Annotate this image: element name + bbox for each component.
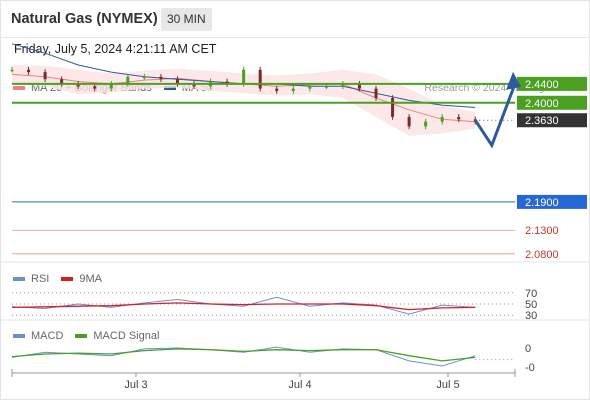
price-candle (374, 88, 378, 99)
macd-tick-label-negative: -0 (525, 362, 535, 374)
price-candle (192, 83, 196, 87)
rsi-ma-line (11, 302, 476, 311)
price-candle (242, 69, 246, 84)
macd-tick-label-zero: 0 (525, 343, 531, 355)
forecast-arrow-head-icon (506, 71, 521, 90)
time-tick-label: Jul 4 (288, 379, 311, 391)
price-candle (424, 121, 428, 127)
price-candle (175, 79, 179, 84)
price-candle (43, 72, 47, 80)
legend-rsi: RSI (13, 273, 49, 285)
price-candle (391, 98, 395, 117)
rsi-ma-swatch-icon (61, 277, 74, 281)
support-label: 2.1300 (525, 225, 559, 237)
price-candle (275, 88, 279, 91)
current-price-label: 2.3630 (525, 115, 559, 127)
macd-signal-swatch-icon (75, 334, 88, 338)
price-candle (142, 76, 146, 79)
price-candle (60, 79, 64, 84)
price-candle (225, 81, 229, 84)
current-price-tag (517, 113, 587, 128)
price-candle (341, 83, 345, 87)
bollinger-swatch-icon (13, 86, 25, 90)
price-candle (109, 83, 113, 89)
price-candle (457, 116, 461, 120)
macd-signal-line (11, 348, 476, 362)
price-candle (291, 88, 295, 91)
time-tick-label: Jul 5 (436, 379, 459, 391)
macd-swatch-icon (13, 334, 25, 338)
price-candle (93, 86, 97, 89)
rsi-tick-label: 30 (525, 310, 537, 322)
legend-rsi-ma-label: 9MA (79, 273, 102, 285)
macd-legend: MACD MACD Signal (13, 330, 171, 342)
legend-rsi-label: RSI (31, 273, 50, 285)
resistance-tag (517, 95, 587, 110)
forecast-arrow-path (474, 83, 517, 149)
legend-rsi-ma: 9MA (61, 273, 102, 285)
legend-macd: MACD (13, 330, 63, 342)
resistance-tag (517, 76, 587, 91)
instrument-title: Natural Gas (NYMEX) (11, 11, 158, 27)
rsi-swatch-icon (13, 277, 25, 281)
rsi-legend: RSI 9MA (13, 273, 114, 285)
price-candle (308, 86, 312, 89)
resistance-label: 2.4000 (525, 98, 559, 110)
legend-macd-label: MACD (31, 330, 64, 342)
price-candle (440, 116, 444, 122)
support-label: 2.0800 (525, 249, 559, 261)
macd-line (11, 346, 476, 367)
pivot-tag (517, 194, 587, 209)
price-candle (76, 83, 80, 87)
price-candle (159, 76, 163, 80)
rsi-line (11, 296, 476, 315)
price-candle (27, 69, 31, 73)
rsi-tick-label: 70 (525, 288, 537, 300)
price-candle (357, 83, 361, 89)
price-candle (126, 76, 130, 84)
price-candle (407, 116, 411, 127)
chart-header: Natural Gas (NYMEX) 30 MIN (1, 1, 589, 38)
rsi-tick-label: 50 (525, 299, 537, 311)
interval-button[interactable]: 30 MIN (161, 8, 212, 31)
ma50-swatch-icon (163, 86, 176, 90)
time-tick-label: Jul 3 (124, 379, 147, 391)
price-candle (10, 69, 14, 72)
legend-macd-signal: MACD Signal (75, 330, 159, 342)
pivot-label: 2.1900 (525, 197, 559, 209)
legend-macd-signal-label: MACD Signal (93, 330, 160, 342)
price-candle (324, 86, 328, 88)
price-candle (258, 69, 262, 89)
resistance-label: 2.4400 (525, 79, 559, 91)
timestamp: Friday, July 5, 2024 4:21:11 AM CET (14, 42, 217, 56)
